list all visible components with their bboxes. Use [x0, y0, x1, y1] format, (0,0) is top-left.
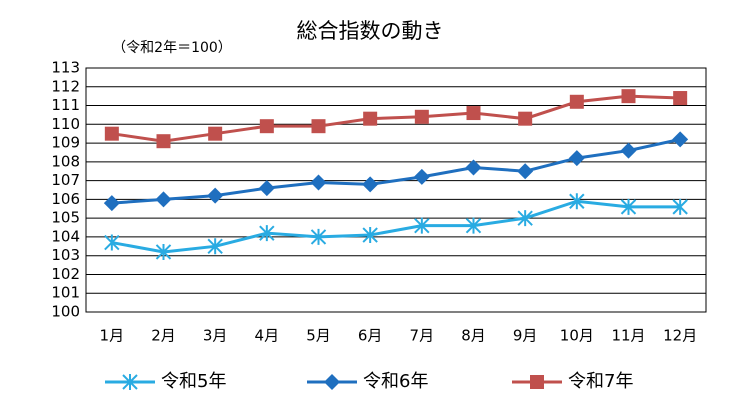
- marker: [517, 210, 533, 227]
- marker: [207, 238, 223, 255]
- marker: [672, 131, 689, 148]
- y-tick-label: 104: [51, 227, 80, 245]
- marker: [310, 228, 327, 245]
- marker: [103, 195, 120, 212]
- legend-label: 令和6年: [363, 371, 428, 392]
- x-tick-label: 7月: [410, 327, 435, 345]
- y-tick-label: 112: [51, 77, 80, 95]
- y-tick-label: 109: [51, 134, 80, 152]
- x-tick-label: 8月: [461, 327, 486, 345]
- chart-subtitle: （令和2年＝100）: [112, 40, 232, 56]
- marker: [672, 198, 688, 215]
- marker: [259, 225, 275, 242]
- marker: [620, 198, 637, 215]
- marker: [208, 126, 223, 141]
- y-tick-label: 101: [51, 284, 80, 302]
- marker: [569, 94, 584, 109]
- y-tick-label: 111: [51, 96, 80, 114]
- y-tick-label: 102: [51, 265, 80, 283]
- marker: [620, 142, 637, 159]
- y-tick-label: 106: [51, 190, 80, 208]
- x-tick-label: 12月: [663, 327, 697, 345]
- marker: [363, 111, 378, 126]
- x-tick-label: 2月: [151, 327, 176, 345]
- x-tick-label: 5月: [306, 327, 331, 345]
- marker: [465, 159, 482, 176]
- marker: [259, 119, 274, 134]
- marker: [569, 193, 585, 210]
- series-line: [111, 199, 681, 254]
- marker: [155, 243, 172, 260]
- y-tick-label: 110: [51, 115, 80, 133]
- x-tick-label: 3月: [203, 327, 228, 345]
- marker: [530, 375, 544, 389]
- marker: [258, 180, 275, 197]
- series-line: [111, 137, 681, 205]
- x-tick-label: 10月: [560, 327, 594, 345]
- x-tick-label: 4月: [255, 327, 280, 345]
- marker: [413, 168, 430, 185]
- marker: [104, 126, 119, 141]
- marker: [324, 374, 340, 390]
- series-line: [111, 94, 681, 143]
- x-tick-label: 1月: [100, 327, 125, 345]
- marker: [104, 234, 120, 251]
- marker: [311, 119, 326, 134]
- x-tick-label: 6月: [358, 327, 383, 345]
- marker: [362, 227, 378, 244]
- marker: [414, 109, 429, 124]
- y-tick-label: 108: [51, 152, 80, 170]
- marker: [466, 106, 481, 121]
- marker: [156, 134, 171, 149]
- y-tick-label: 103: [51, 246, 80, 264]
- marker: [568, 150, 585, 167]
- marker: [155, 191, 172, 208]
- legend-label: 令和7年: [568, 371, 633, 392]
- y-tick-label: 100: [51, 303, 80, 321]
- marker: [517, 163, 534, 180]
- marker: [673, 91, 688, 106]
- x-tick-label: 11月: [611, 327, 645, 345]
- marker: [122, 374, 138, 390]
- marker: [310, 174, 327, 191]
- chart-title: 総合指数の動き: [297, 19, 444, 43]
- marker: [207, 187, 224, 204]
- y-tick-label: 105: [51, 209, 80, 227]
- marker: [362, 176, 379, 193]
- marker: [621, 89, 636, 104]
- plot-border: [85, 67, 707, 313]
- marker: [414, 217, 430, 234]
- legend-label: 令和5年: [161, 371, 226, 392]
- y-tick-label: 113: [51, 59, 80, 77]
- x-tick-label: 9月: [513, 327, 538, 345]
- marker: [518, 111, 533, 126]
- marker: [465, 217, 482, 234]
- y-tick-label: 107: [51, 171, 80, 189]
